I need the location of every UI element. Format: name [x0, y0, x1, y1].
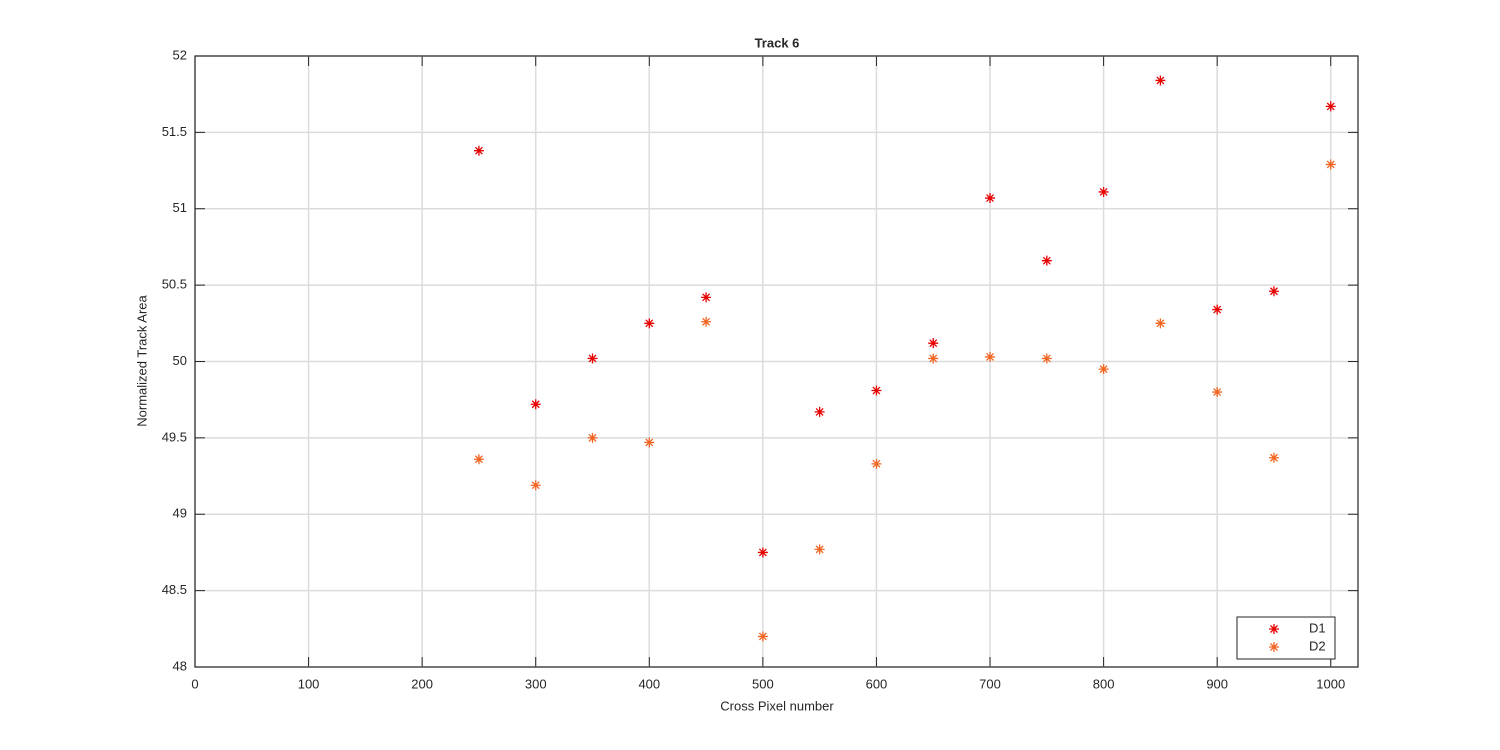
y-tick-label: 50.5	[162, 277, 187, 292]
legend-box	[1236, 616, 1336, 660]
data-point	[1098, 186, 1109, 197]
data-point	[1155, 318, 1166, 329]
x-tick-label: 1000	[1316, 676, 1345, 691]
data-point	[644, 437, 655, 448]
data-point	[1212, 304, 1223, 315]
y-tick-label: 51	[173, 200, 187, 215]
x-tick-label: 600	[866, 676, 888, 691]
x-tick-label: 0	[191, 676, 198, 691]
axes-box	[194, 55, 1359, 668]
data-point	[1325, 101, 1336, 112]
data-point	[757, 547, 768, 558]
x-tick-label: 100	[298, 676, 320, 691]
data-point	[928, 353, 939, 364]
data-point	[871, 385, 882, 396]
y-tick-label: 48	[173, 658, 187, 673]
data-point	[985, 193, 996, 204]
chart-title: Track 6	[755, 35, 800, 50]
data-point	[1155, 75, 1166, 86]
data-point	[530, 480, 541, 491]
legend-marker	[1269, 624, 1279, 634]
data-point	[1325, 159, 1336, 170]
x-tick-label: 800	[1093, 676, 1115, 691]
y-tick-label: 51.5	[162, 124, 187, 139]
x-tick-label: 900	[1206, 676, 1228, 691]
x-tick-label: 700	[979, 676, 1001, 691]
legend-marker	[1269, 642, 1279, 652]
data-point	[871, 458, 882, 469]
x-tick-label: 500	[752, 676, 774, 691]
data-point	[644, 318, 655, 329]
data-point	[1041, 353, 1052, 364]
data-point	[701, 316, 712, 327]
data-point	[701, 292, 712, 303]
legend-label: D1	[1309, 620, 1326, 635]
data-point	[757, 631, 768, 642]
data-point	[928, 338, 939, 349]
data-point	[814, 544, 825, 555]
y-tick-label: 48.5	[162, 582, 187, 597]
data-point	[1098, 364, 1109, 375]
x-tick-label: 300	[525, 676, 547, 691]
x-tick-label: 400	[638, 676, 660, 691]
data-point	[473, 454, 484, 465]
data-point	[814, 406, 825, 417]
y-axis-label: Normalized Track Area	[134, 294, 149, 426]
x-tick-label: 200	[411, 676, 433, 691]
data-point	[1268, 452, 1279, 463]
data-point	[1268, 286, 1279, 297]
data-point	[587, 432, 598, 443]
y-tick-label: 49	[173, 506, 187, 521]
y-tick-label: 49.5	[162, 429, 187, 444]
data-point	[587, 353, 598, 364]
data-point	[1212, 387, 1223, 398]
data-point	[530, 399, 541, 410]
data-point	[1041, 255, 1052, 266]
y-tick-label: 52	[173, 47, 187, 62]
x-axis-label: Cross Pixel number	[720, 698, 834, 713]
data-point	[473, 145, 484, 156]
legend-label: D2	[1309, 638, 1326, 653]
y-tick-label: 50	[173, 353, 187, 368]
data-point	[985, 351, 996, 362]
